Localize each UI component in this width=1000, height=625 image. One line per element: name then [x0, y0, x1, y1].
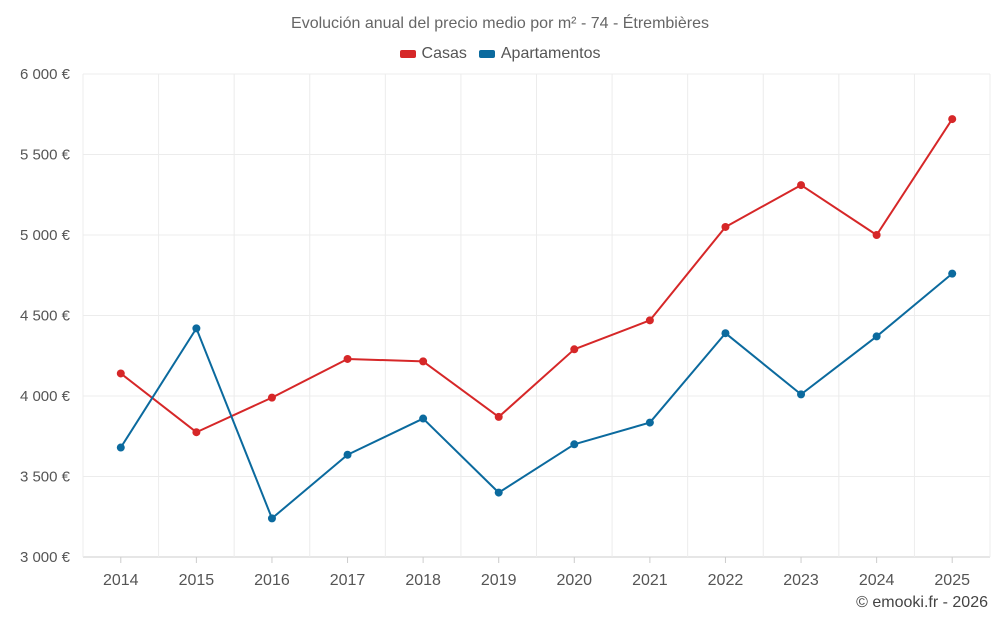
y-tick-label: 6 000 € — [20, 66, 71, 83]
x-tick-label: 2024 — [859, 572, 895, 589]
data-point-casas-2025 — [948, 115, 957, 124]
data-point-apartamentos-2016 — [267, 514, 276, 523]
y-tick-label: 5 000 € — [20, 227, 71, 244]
data-point-apartamentos-2021 — [645, 418, 654, 427]
data-point-casas-2015 — [192, 428, 201, 437]
data-point-casas-2023 — [797, 181, 806, 190]
y-tick-label: 5 500 € — [20, 147, 71, 164]
data-point-apartamentos-2015 — [192, 324, 201, 333]
data-point-apartamentos-2023 — [797, 390, 806, 399]
y-tick-label: 3 500 € — [20, 469, 71, 486]
x-tick-label: 2020 — [556, 572, 592, 589]
legend-item-casas[interactable]: Casas — [399, 45, 467, 63]
legend-label-casas: Casas — [421, 45, 467, 62]
series-line-apartamentos — [119, 272, 953, 520]
x-tick-label: 2017 — [330, 572, 366, 589]
x-tick-label: 2014 — [103, 572, 139, 589]
data-point-casas-2021 — [645, 316, 654, 325]
x-tick-label: 2023 — [783, 572, 819, 589]
data-point-casas-2016 — [267, 393, 276, 402]
data-point-apartamentos-2022 — [721, 329, 730, 338]
credit-text: © emooki.fr - 2026 — [856, 594, 988, 611]
x-tick-label: 2018 — [405, 572, 441, 589]
legend: Casas Apartamentos — [0, 45, 1000, 63]
legend-label-apartamentos: Apartamentos — [500, 45, 601, 62]
y-tick-label: 4 000 € — [20, 388, 71, 405]
data-point-apartamentos-2018 — [419, 414, 428, 423]
legend-swatch-casas — [399, 50, 416, 58]
data-point-casas-2022 — [721, 222, 730, 231]
x-tick-label: 2022 — [708, 572, 744, 589]
data-point-casas-2019 — [494, 412, 503, 421]
data-point-apartamentos-2024 — [872, 332, 881, 341]
data-point-apartamentos-2014 — [116, 443, 125, 452]
chart-title: Evolución anual del precio medio por m² … — [291, 15, 709, 32]
data-point-apartamentos-2025 — [948, 269, 957, 278]
data-point-apartamentos-2020 — [570, 440, 579, 449]
x-tick-label: 2016 — [254, 572, 290, 589]
x-tick-label: 2021 — [632, 572, 668, 589]
data-point-casas-2014 — [116, 369, 125, 378]
data-point-casas-2020 — [570, 345, 579, 354]
data-point-casas-2018 — [419, 357, 428, 366]
series-line-casas — [120, 118, 954, 434]
y-tick-label: 3 000 € — [20, 549, 71, 566]
data-point-apartamentos-2019 — [494, 488, 503, 497]
y-tick-label: 4 500 € — [20, 308, 71, 325]
legend-swatch-apartamentos — [478, 50, 495, 58]
x-tick-label: 2025 — [934, 572, 970, 589]
data-point-apartamentos-2017 — [343, 450, 352, 459]
data-point-casas-2017 — [343, 354, 352, 363]
data-point-casas-2024 — [872, 231, 881, 239]
legend-item-apartamentos[interactable]: Apartamentos — [478, 45, 601, 63]
x-tick-label: 2015 — [179, 572, 215, 589]
x-tick-label: 2019 — [481, 572, 517, 589]
